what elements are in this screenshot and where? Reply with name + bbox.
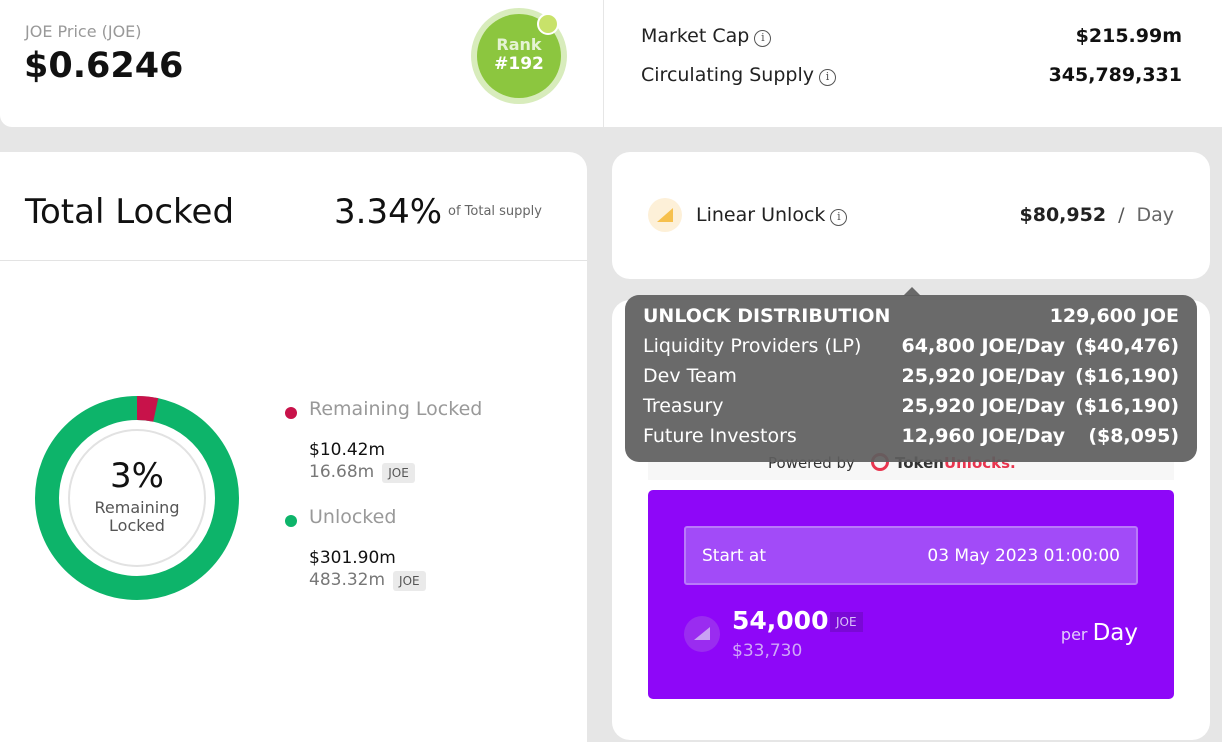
- per-period: Day: [1092, 620, 1138, 646]
- linear-icon-shape: [657, 208, 673, 222]
- linear-label: Linear Unlock i: [696, 204, 848, 226]
- schedule-box: Start at 03 May 2023 01:00:00 54,000 JOE…: [648, 490, 1174, 699]
- rank-badge: Rank #192: [471, 8, 567, 104]
- legend-dot: [285, 407, 297, 419]
- donut-center-line: Locked: [109, 516, 165, 535]
- market-cap-value: $215.99m: [1075, 25, 1182, 47]
- donut: 3% Remaining Locked: [35, 396, 239, 600]
- linear-rate: $80,952 / Day: [1020, 204, 1174, 226]
- tooltip-usd: ($16,190): [1075, 365, 1179, 387]
- tooltip-row: Dev Team 25,920 JOE/Day ($16,190): [643, 365, 1179, 395]
- legend-amount-row: 483.32m JOE: [309, 570, 426, 591]
- schedule-icon: [684, 616, 720, 652]
- legend-name: Unlocked: [309, 506, 397, 528]
- locked-percent: 3.34%: [334, 192, 443, 232]
- rank-label: Rank: [496, 35, 542, 54]
- tooltip-usd: ($16,190): [1075, 395, 1179, 417]
- tooltip-row: Future Investors 12,960 JOE/Day ($8,095): [643, 425, 1179, 455]
- text: Market Cap: [641, 25, 750, 47]
- price-label: JOE Price (JOE): [25, 22, 142, 41]
- text: Linear Unlock: [696, 204, 826, 226]
- start-value: 03 May 2023 01:00:00: [927, 546, 1120, 566]
- tooltip-row: Liquidity Providers (LP) 64,800 JOE/Day ($…: [643, 335, 1179, 365]
- donut-center-line: Remaining: [95, 498, 180, 517]
- price-value: $0.6246: [24, 46, 184, 86]
- start-label: Start at: [702, 546, 767, 566]
- schedule-unit: JOE: [830, 612, 863, 632]
- tooltip-amount: 25,920 JOE/Day: [901, 395, 1065, 417]
- schedule-usd: $33,730: [732, 641, 803, 661]
- tooltip-usd: ($8,095): [1088, 425, 1179, 447]
- per-text: per: [1060, 625, 1088, 644]
- market-card: Market Cap i $215.99m Circulating Supply i…: [604, 0, 1222, 127]
- text: Circulating Supply: [641, 64, 814, 86]
- donut-locked-arc: [35, 396, 239, 600]
- legend-usd: $10.42m: [309, 440, 386, 460]
- tooltip-name: Liquidity Providers (LP): [643, 335, 862, 357]
- start-row: Start at 03 May 2023 01:00:00: [684, 526, 1138, 585]
- supply-value: 345,789,331: [1048, 64, 1182, 86]
- info-icon[interactable]: i: [754, 30, 772, 47]
- rank-icon: [537, 13, 559, 35]
- schedule-per: per Day: [1061, 620, 1138, 646]
- legend-name: Remaining Locked: [309, 398, 483, 420]
- tooltip-header: UNLOCK DISTRIBUTION 129,600 JOE: [643, 305, 1179, 335]
- linear-card: Linear Unlock i $80,952 / Day: [612, 152, 1210, 279]
- legend-amount: 483.32m: [309, 570, 386, 590]
- linear-icon: [648, 198, 682, 232]
- legend-amount-row: 16.68m JOE: [309, 462, 415, 483]
- tooltip-name: Dev Team: [643, 365, 737, 387]
- info-icon[interactable]: i: [818, 69, 836, 86]
- tooltip-total: 129,600 JOE: [1049, 305, 1179, 327]
- linear-per: Day: [1136, 204, 1174, 226]
- price-card: JOE Price (JOE) $0.6246 Rank #192: [0, 0, 603, 127]
- tooltip-row: Treasury 25,920 JOE/Day ($16,190): [643, 395, 1179, 425]
- legend-unit: JOE: [393, 571, 426, 591]
- tooltip-name: Future Investors: [643, 425, 797, 447]
- locked-card: Total Locked 3.34% of Total supply 3% Re…: [0, 152, 587, 742]
- tooltip-usd: ($40,476): [1075, 335, 1179, 357]
- locked-note: of Total supply: [448, 204, 542, 219]
- info-icon[interactable]: i: [830, 209, 848, 226]
- donut-center-value: 3%: [110, 456, 164, 496]
- legend-usd: $301.90m: [309, 548, 396, 568]
- rank-value: #192: [494, 54, 544, 74]
- linear-sep: /: [1118, 204, 1125, 226]
- schedule-icon-shape: [694, 627, 710, 640]
- market-cap-label: Market Cap i: [641, 25, 772, 47]
- linear-value: $80,952: [1019, 204, 1107, 226]
- tooltip-title: UNLOCK DISTRIBUTION: [643, 305, 891, 327]
- legend-amount: 16.68m: [309, 462, 375, 482]
- tooltip-amount: 64,800 JOE/Day: [901, 335, 1065, 357]
- legend-dot: [285, 515, 297, 527]
- tooltip-amount: 25,920 JOE/Day: [901, 365, 1065, 387]
- legend-unit: JOE: [382, 463, 415, 483]
- locked-title: Total Locked: [25, 192, 235, 232]
- donut-inner: [68, 429, 206, 567]
- schedule-amount: 54,000: [732, 606, 829, 635]
- divider: [0, 260, 587, 261]
- tooltip: UNLOCK DISTRIBUTION 129,600 JOE Liquidit…: [625, 287, 1197, 462]
- supply-label: Circulating Supply i: [641, 64, 836, 86]
- tooltip-name: Treasury: [643, 395, 724, 417]
- tooltip-amount: 12,960 JOE/Day: [901, 425, 1065, 447]
- tooltip-arrow: [903, 287, 921, 296]
